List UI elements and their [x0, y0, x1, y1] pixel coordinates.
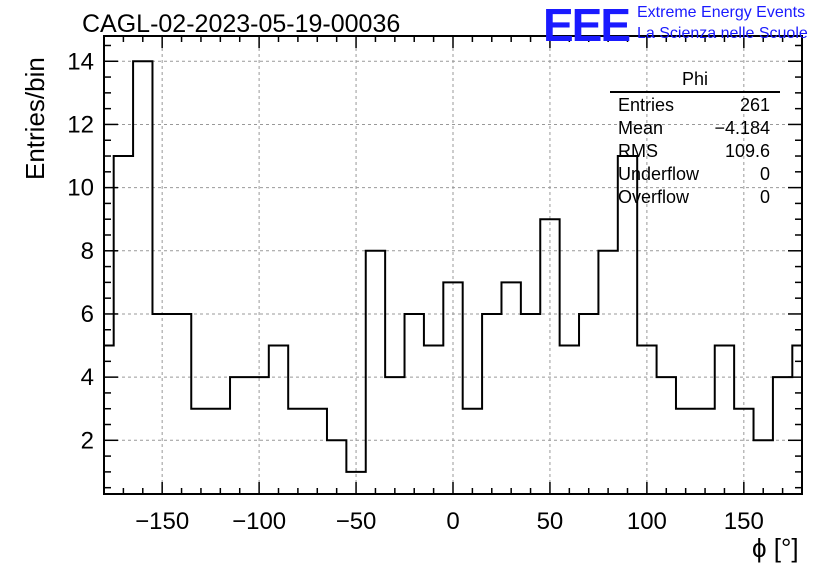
stats-label: Underflow — [618, 164, 700, 184]
x-axis-label: ϕ [°] — [752, 533, 799, 563]
stats-row-overflow: Overflow 0 — [610, 186, 780, 209]
stats-value: 109.6 — [724, 141, 770, 161]
histogram-series — [103, 60, 803, 494]
x-tick-label: 0 — [446, 508, 459, 535]
eee-logo: EEE — [543, 0, 631, 51]
x-tick-label: 150 — [724, 508, 764, 535]
stats-value: 0 — [759, 187, 770, 207]
stats-row-rms: RMS 109.6 — [610, 140, 780, 163]
stats-label: RMS — [618, 141, 658, 161]
y-tick-label: 10 — [67, 175, 94, 202]
x-tick-label: 50 — [537, 508, 564, 535]
x-tick-label: −50 — [336, 508, 377, 535]
y-tick-label: 8 — [81, 238, 94, 265]
y-tick-label: 12 — [67, 111, 94, 138]
stats-value: 261 — [739, 95, 770, 115]
y-tick-label: 6 — [81, 301, 94, 328]
y-tick-label: 4 — [81, 364, 94, 391]
stats-value: −4.184 — [714, 118, 770, 138]
stats-row-mean: Mean −4.184 — [610, 117, 780, 140]
logo-line1: Extreme Energy Events — [637, 4, 806, 21]
y-axis-label: Entries/bin — [20, 57, 50, 180]
run-title: CAGL-02-2023-05-19-00036 — [82, 10, 401, 38]
logo-line2: La Scienza nelle Scuole — [637, 25, 808, 42]
stats-box: Phi Entries 261 Mean −4.184 RMS 109.6 Un… — [610, 69, 780, 209]
stats-row-entries: Entries 261 — [610, 94, 780, 117]
y-tick-label: 2 — [81, 427, 94, 454]
stats-value: 0 — [759, 164, 770, 184]
y-tick-label: 14 — [67, 48, 94, 75]
stats-row-underflow: Underflow 0 — [610, 163, 780, 186]
x-tick-label: −100 — [232, 508, 286, 535]
stats-label: Entries — [618, 95, 675, 115]
stats-title: Phi — [610, 69, 780, 93]
stats-label: Overflow — [618, 187, 690, 207]
x-tick-label: −150 — [135, 508, 189, 535]
stats-label: Mean — [618, 118, 664, 138]
x-tick-label: 100 — [627, 508, 667, 535]
